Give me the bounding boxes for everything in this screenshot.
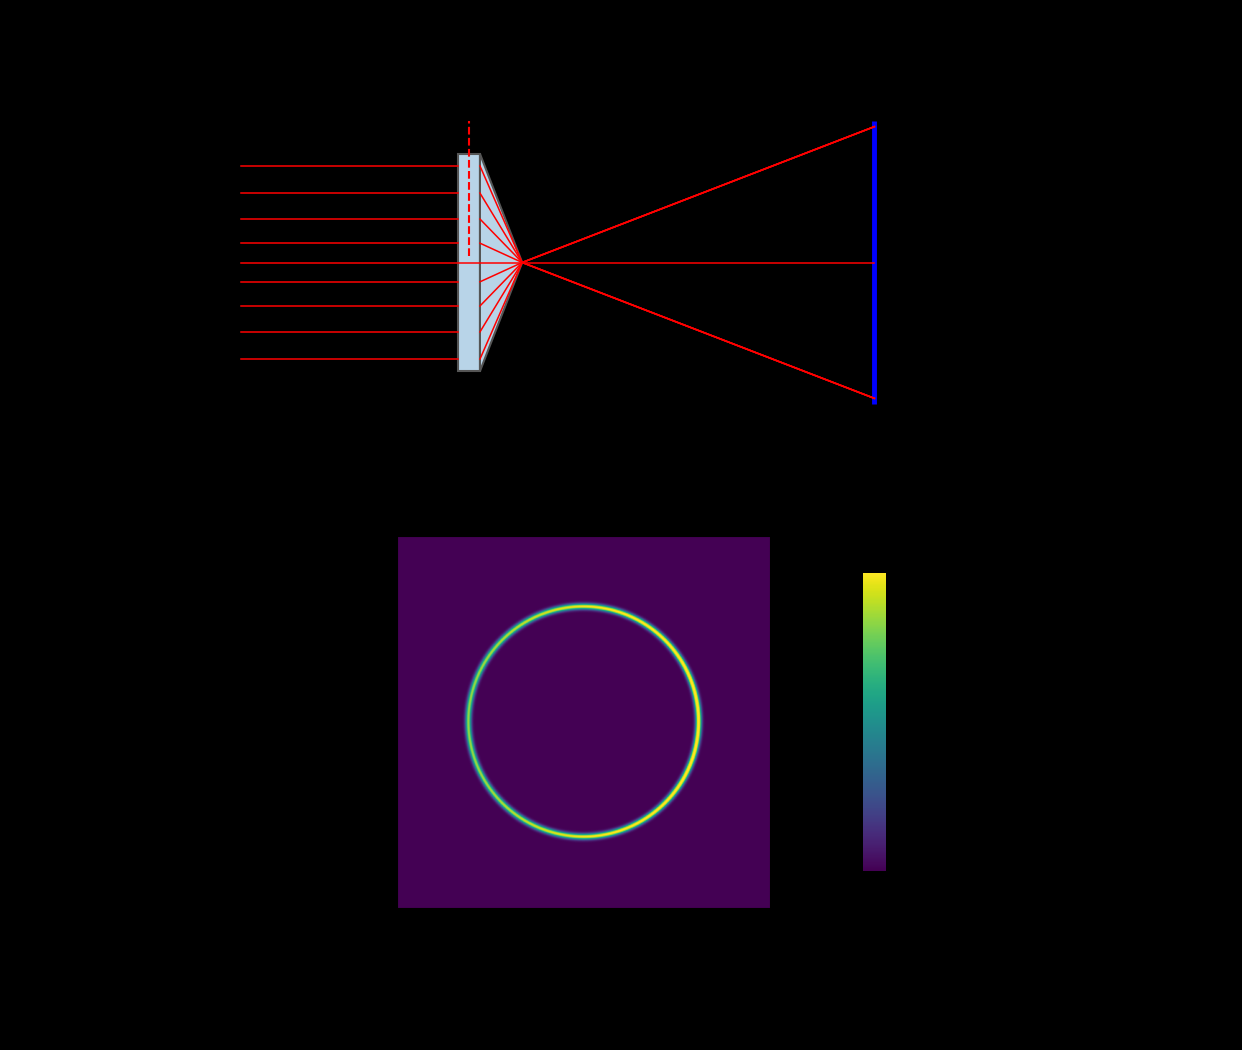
Text: Top: 2D Optical Layout (ref.: Edmund Optics), Bottom:
aberrated ring shape image: Top: 2D Optical Layout (ref.: Edmund Opt… (303, 962, 939, 1017)
Text: L: L (667, 92, 677, 110)
X-axis label: X-Position (μm): X-Position (μm) (532, 936, 636, 950)
Polygon shape (479, 154, 522, 371)
Text: 2R: 2R (190, 255, 211, 270)
Text: $d_r$: $d_r$ (932, 253, 946, 272)
Polygon shape (458, 154, 479, 371)
Text: DOF: DOF (543, 401, 574, 415)
Y-axis label: Y-Position (μm): Y-Position (μm) (332, 670, 345, 774)
Text: $\alpha$: $\alpha$ (518, 290, 529, 303)
Text: $t$: $t$ (903, 161, 910, 174)
